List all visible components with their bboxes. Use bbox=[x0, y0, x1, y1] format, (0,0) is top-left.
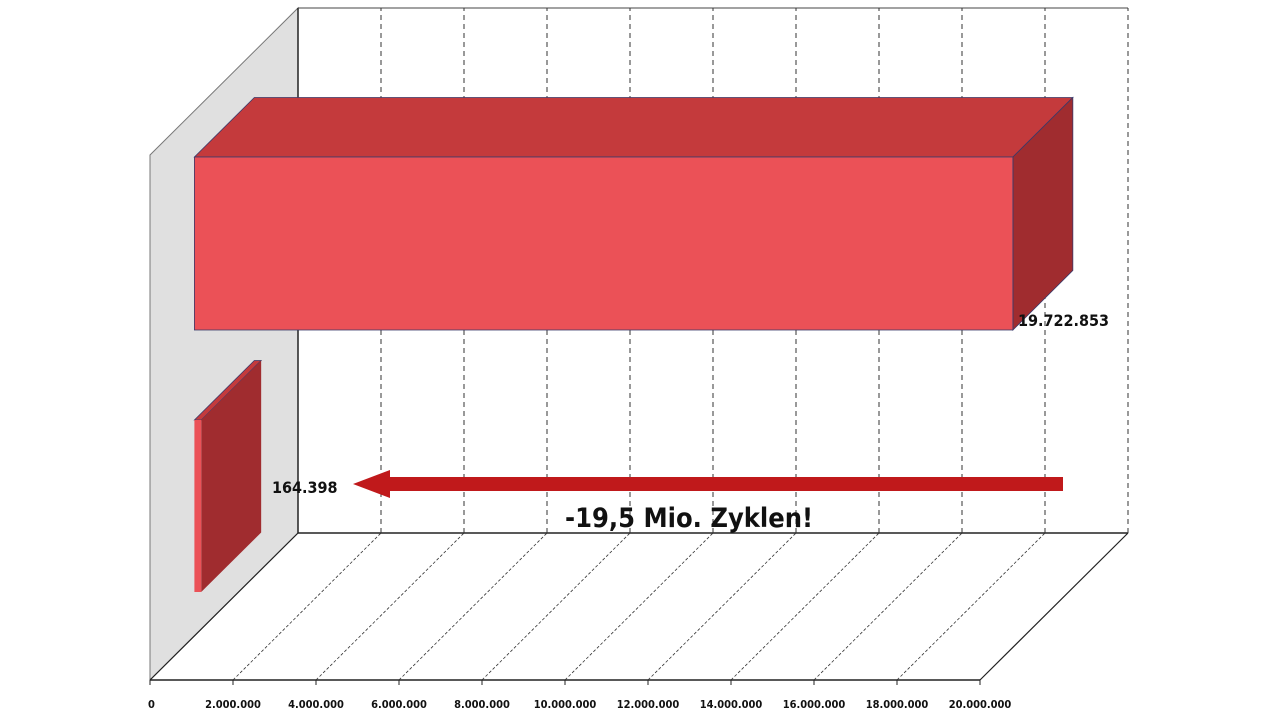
floor-right-edge bbox=[979, 532, 1129, 681]
floor-gridline bbox=[896, 532, 1046, 681]
x-tick-label: 16.000.000 bbox=[783, 698, 846, 711]
x-tick-label: 10.000.000 bbox=[534, 698, 597, 711]
bar-1-front bbox=[193, 156, 1014, 331]
floor-gridline bbox=[813, 532, 963, 681]
floor-gridline bbox=[564, 532, 714, 681]
data-label-bar-1: 19.722.853 bbox=[1018, 311, 1109, 330]
x-tick-label: 0 bbox=[148, 698, 155, 711]
arrow-shaft bbox=[388, 477, 1063, 491]
floor-gridline bbox=[647, 532, 797, 681]
floor-gridline bbox=[315, 532, 465, 681]
annotation: -19,5 Mio. Zyklen! bbox=[565, 503, 813, 534]
x-tick-label: 14.000.000 bbox=[700, 698, 763, 711]
arrow-head bbox=[353, 470, 390, 498]
x-tick-label: 6.000.000 bbox=[371, 698, 427, 711]
x-tick-label: 18.000.000 bbox=[866, 698, 929, 711]
x-tick-label: 20.000.000 bbox=[949, 698, 1012, 711]
x-tick-label: 2.000.000 bbox=[205, 698, 261, 711]
bar-1-top bbox=[193, 97, 1074, 158]
floor-left-edge bbox=[149, 532, 299, 681]
floor-gridline bbox=[398, 532, 548, 681]
bar-2-front bbox=[194, 420, 202, 592]
bar-2-side bbox=[201, 360, 262, 592]
x-tick-label: 12.000.000 bbox=[617, 698, 680, 711]
data-label-bar-2: 164.398 bbox=[272, 478, 338, 497]
reduction-arrow bbox=[353, 470, 1063, 498]
x-tick-label: 4.000.000 bbox=[288, 698, 344, 711]
x-tick-label: 8.000.000 bbox=[454, 698, 510, 711]
floor-gridline bbox=[730, 532, 880, 681]
floor-gridline bbox=[481, 532, 631, 681]
